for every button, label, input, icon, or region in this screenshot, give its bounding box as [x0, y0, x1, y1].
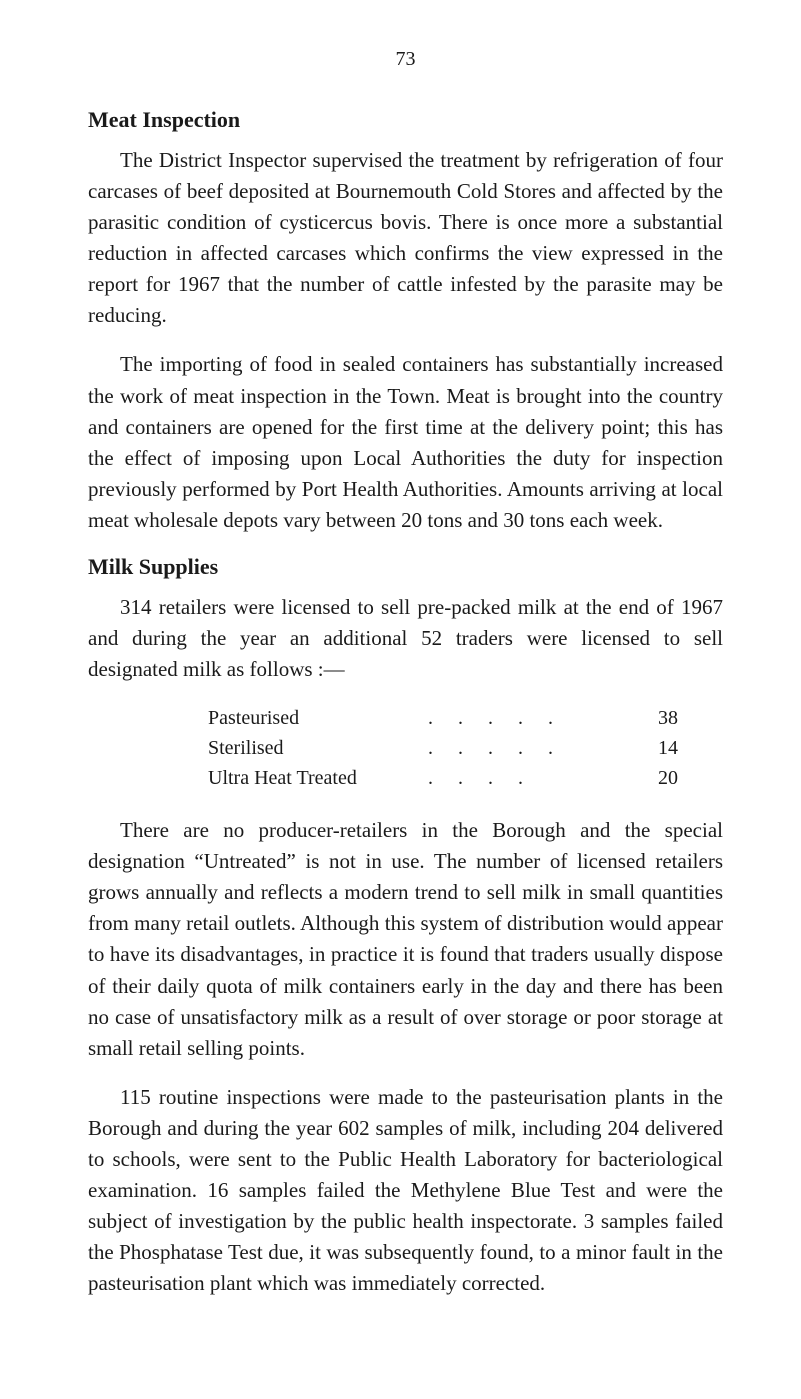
table-cell-dots: . . . . .: [428, 733, 628, 763]
table-cell-value: 20: [628, 763, 678, 793]
table-cell-dots: . . . . .: [428, 703, 628, 733]
paragraph-milk-1: There are no producer-retailers in the B…: [88, 815, 723, 1064]
table-cell-value: 14: [628, 733, 678, 763]
table-cell-dots: . . . .: [428, 763, 628, 793]
table-cell-label: Sterilised: [208, 733, 428, 763]
milk-designation-table: Pasteurised . . . . . 38 Sterilised . . …: [208, 703, 723, 793]
table-cell-label: Ultra Heat Treated: [208, 763, 428, 793]
paragraph-meat-1: The District Inspector supervised the tr…: [88, 145, 723, 331]
table-cell-value: 38: [628, 703, 678, 733]
table-row: Pasteurised . . . . . 38: [208, 703, 723, 733]
paragraph-meat-2: The importing of food in sealed containe…: [88, 349, 723, 535]
table-cell-label: Pasteurised: [208, 703, 428, 733]
table-row: Ultra Heat Treated . . . . 20: [208, 763, 723, 793]
table-row: Sterilised . . . . . 14: [208, 733, 723, 763]
page-number: 73: [88, 48, 723, 71]
document-page: 73 Meat Inspection The District Inspecto…: [0, 0, 801, 1399]
heading-meat-inspection: Meat Inspection: [88, 107, 723, 133]
paragraph-milk-intro: 314 retailers were licensed to sell pre-…: [88, 592, 723, 685]
paragraph-milk-2: 115 routine inspections were made to the…: [88, 1082, 723, 1300]
heading-milk-supplies: Milk Supplies: [88, 554, 723, 580]
